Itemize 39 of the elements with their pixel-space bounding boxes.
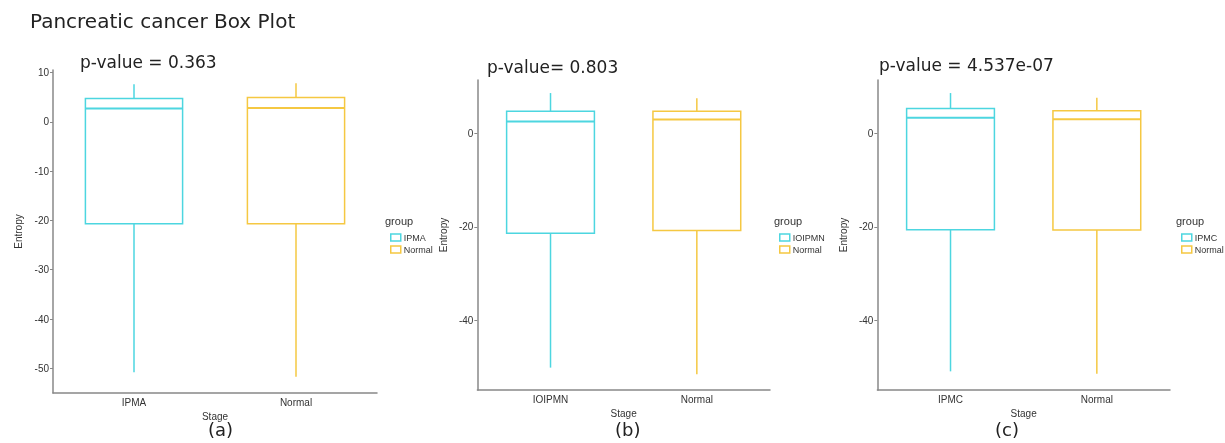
legend-label: Normal [403, 244, 433, 255]
legend-label: IPMC [1194, 232, 1218, 243]
x-tick-label: IPMA [121, 396, 147, 408]
y-tick-label: -20 [34, 214, 50, 226]
x-tick-label: Normal [680, 393, 713, 405]
x-tick-label: IPMC [938, 393, 964, 405]
y-tick-label: -10 [34, 165, 50, 177]
y-axis-title: Entropy [13, 214, 25, 249]
legend-label: Normal [1194, 244, 1224, 255]
text: (c) [995, 418, 1019, 440]
chart-title: Pancreatic cancer Box Plot [30, 9, 296, 33]
y-tick-label: -20 [458, 221, 474, 233]
y-tick-label: -40 [458, 314, 474, 326]
x-tick-label: Normal [279, 396, 313, 408]
legend-label: IPMA [403, 232, 426, 243]
y-tick-label: -50 [34, 362, 50, 374]
y-tick-label: -20 [858, 221, 874, 233]
x-tick-label: IOIPMN [532, 393, 569, 405]
y-tick-label: -40 [34, 313, 50, 325]
legend-title: group [1176, 214, 1205, 227]
y-tick-label: 0 [867, 128, 874, 140]
y-tick-label: 0 [467, 128, 474, 140]
chart-subtitle: p-value= 0.803 [487, 56, 619, 77]
legend-title: group [774, 214, 803, 227]
chart-subtitle: p-value = 4.537e-07 [879, 54, 1054, 75]
y-tick-label: -30 [34, 264, 50, 276]
legend-label: IOIPMN [792, 232, 825, 243]
y-tick-label: -40 [858, 314, 874, 326]
y-tick-label: 10 [37, 66, 50, 78]
y-axis-title: Entropy [837, 217, 849, 253]
chart-subtitle: p-value = 0.363 [80, 51, 217, 72]
x-axis-title: Stage [1010, 408, 1038, 420]
y-axis-title: Entropy [437, 217, 449, 253]
text: (b) [615, 418, 641, 440]
y-tick-label: 0 [43, 116, 50, 128]
x-tick-label: Normal [1080, 393, 1113, 405]
legend-label: Normal [792, 244, 822, 255]
legend-title: group [385, 214, 414, 227]
x-axis-title: Stage [610, 408, 638, 420]
